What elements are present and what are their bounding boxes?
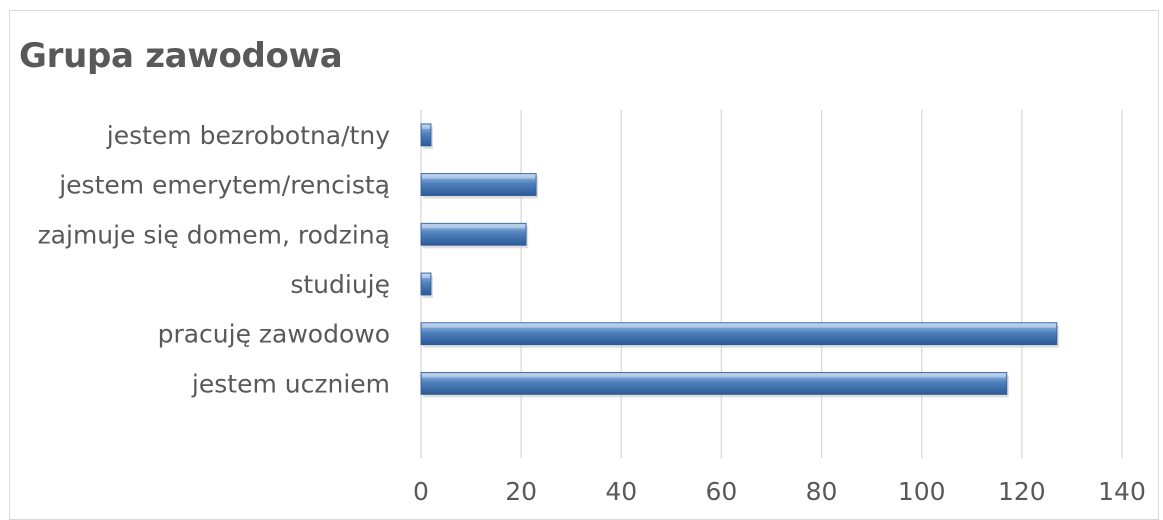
category-label: pracuję zawodowo [158, 320, 390, 349]
bar-group [420, 322, 1059, 348]
gridlines [420, 110, 1123, 458]
bar [420, 322, 1058, 346]
x-tick-label: 80 [806, 477, 838, 506]
bar-highlight [422, 373, 1006, 378]
bar [420, 173, 537, 196]
x-tick-label: 120 [998, 477, 1046, 506]
category-label: jestem emerytem/rencistą [58, 171, 390, 200]
bar-group [420, 173, 539, 199]
x-tick-label: 40 [605, 477, 637, 506]
bar-group [420, 222, 529, 249]
x-tick-label: 140 [1098, 477, 1146, 506]
x-tick-label: 20 [505, 477, 537, 506]
bar [420, 372, 1008, 395]
x-tick-label: 0 [413, 477, 429, 506]
bar-highlight [422, 224, 526, 229]
category-label: zajmuje się domem, rodziną [38, 220, 390, 249]
category-labels: jestem uczniem pracuję zawodowo studiuję za… [38, 121, 391, 399]
bar-highlight [422, 323, 1056, 328]
category-label: studiuję [290, 270, 390, 299]
bar-group [420, 272, 434, 298]
bar-highlight [422, 124, 431, 129]
x-tick-label: 60 [706, 477, 738, 506]
bar [420, 222, 527, 246]
bar-highlight [422, 174, 536, 179]
bar-group [420, 123, 434, 149]
chart-frame [9, 10, 1159, 520]
category-label: jestem bezrobotna/tny [106, 121, 390, 150]
bar-group [420, 372, 1009, 398]
x-tick-label: 100 [898, 477, 946, 506]
category-label: jestem uczniem [191, 369, 390, 398]
chart-title: Grupa zawodowa [19, 36, 343, 76]
x-tick-labels: 0 20 40 60 80 100 120 140 [413, 477, 1146, 506]
bar [420, 272, 432, 296]
bar-highlight [422, 274, 431, 278]
bars [420, 123, 1059, 398]
bar [420, 123, 432, 147]
